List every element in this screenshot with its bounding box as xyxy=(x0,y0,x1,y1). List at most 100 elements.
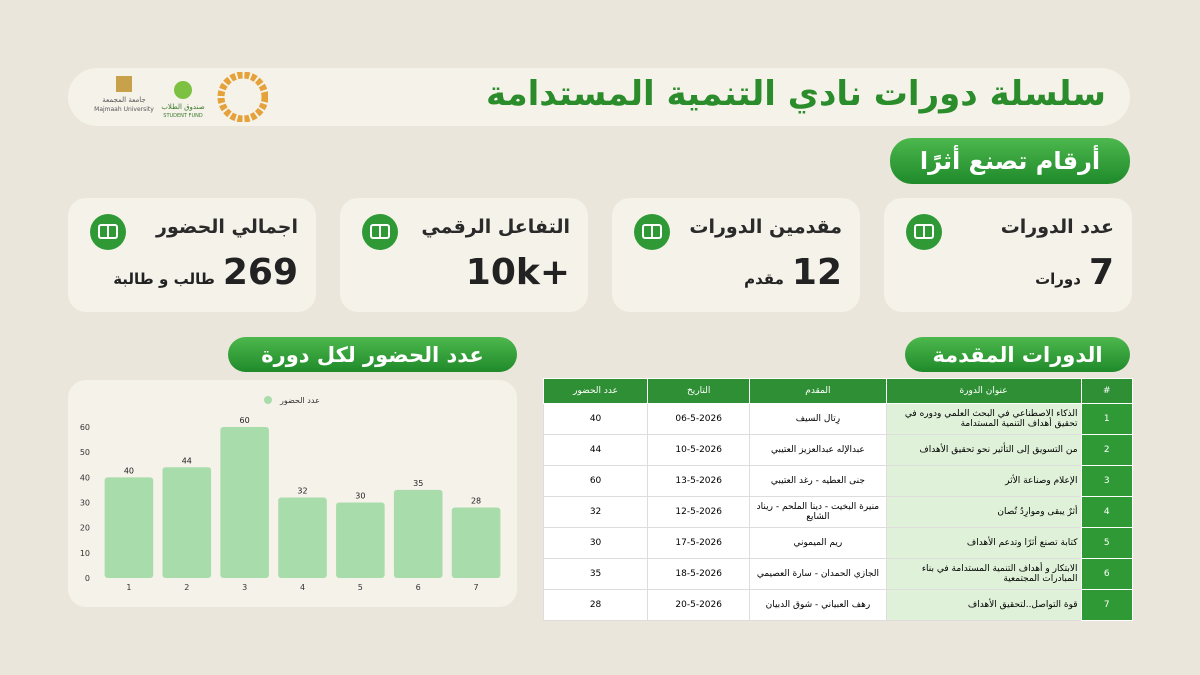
cell: 18-5-2026 xyxy=(647,558,751,590)
table: # عنوان الدورة المقدم التاريخ عدد الحضور 1 الذ… xyxy=(542,378,1134,621)
stat-icon xyxy=(90,214,126,250)
data-label: 32 xyxy=(297,486,307,495)
data-label: 44 xyxy=(182,456,192,465)
bar xyxy=(162,467,212,578)
cell: الذكاء الاصطناعي في البحث العلمي ودوره ف… xyxy=(885,403,1082,435)
stat-value-row: 12 مقدم xyxy=(744,252,842,293)
title: سلسلة دورات نادي التنمية المستدامة xyxy=(485,74,1106,114)
bar xyxy=(104,477,154,578)
x-tick-label: 1 xyxy=(126,583,131,592)
uni-logo xyxy=(116,76,132,92)
cell: 60 xyxy=(542,465,649,497)
chart-title: عدد الحضور لكل دورة xyxy=(228,337,517,372)
bar xyxy=(220,427,269,578)
x-tick-label: 6 xyxy=(416,583,421,592)
y-tick-label: 40 xyxy=(80,473,90,482)
stat-label: اجمالي الحضور xyxy=(156,216,298,238)
cell: 4 xyxy=(1080,496,1134,528)
row: 1 الذكاء الاصطناعي في البحث العلمي ودوره … xyxy=(542,403,1134,435)
cell: 17-5-2026 xyxy=(647,527,751,559)
stat-value: +10k xyxy=(465,252,570,293)
header-row: # عنوان الدورة المقدم التاريخ عدد الحضور xyxy=(542,378,1134,404)
stat-value-row: 269 طالب و طالبة xyxy=(113,252,298,293)
y-tick-label: 10 xyxy=(80,549,90,558)
cell: أثرٌ يبقى وموارِدُ تُصان xyxy=(885,496,1082,528)
stat-icon xyxy=(362,214,398,250)
legend-label: عدد الحضور xyxy=(279,396,320,405)
stat-label: عدد الدورات xyxy=(1000,216,1114,238)
stat-unit: دورات xyxy=(1035,270,1081,288)
stat-value-row: 7 دورات xyxy=(1035,252,1114,293)
y-tick-label: 50 xyxy=(80,448,90,457)
column-header: المقدم xyxy=(749,378,887,404)
table-title: الدورات المقدمة xyxy=(905,337,1130,372)
row: 5 كتابة تصنع أثرًا وتدعم الأهداف ريم الميم… xyxy=(542,527,1134,559)
logo-text: جامعة المجمعة xyxy=(102,96,145,104)
stat-unit: طالب و طالبة xyxy=(113,270,215,288)
cell: 3 xyxy=(1080,465,1134,497)
x-tick-label: 3 xyxy=(242,583,247,592)
stat-value: 12 xyxy=(791,252,842,293)
header: سلسلة دورات نادي التنمية المستدامة صندوق… xyxy=(68,68,1130,126)
cell: رهف العبياني - شوق الدبيان xyxy=(749,589,887,621)
bar xyxy=(393,489,443,578)
cell: 35 xyxy=(542,558,649,590)
row: 6 الابتكار و أهداف التنمية المستدامة في ب… xyxy=(542,558,1134,590)
stat-card: التفاعل الرقمي +10k xyxy=(340,198,588,312)
bar xyxy=(278,497,327,578)
cell: 32 xyxy=(542,496,649,528)
legend-marker xyxy=(264,396,272,404)
y-tick-label: 60 xyxy=(80,423,90,432)
logo-text: Majmaah University xyxy=(94,106,154,113)
cell: عبدالإله عبدالعزيز العتيبي xyxy=(749,434,887,466)
table-wrap: # عنوان الدورة المقدم التاريخ عدد الحضور 1 الذ… xyxy=(542,378,1134,621)
column-header: عدد الحضور xyxy=(542,378,649,404)
row: 7 قوة التواصل..لتحقيق الأهداف رهف العبياني… xyxy=(542,589,1134,621)
section-title: أرقام تصنع أثرًا xyxy=(890,138,1130,184)
column-header: # xyxy=(1080,378,1134,404)
x-tick-label: 2 xyxy=(184,583,189,592)
logo-text: صندوق الطلاب xyxy=(161,103,204,111)
y-tick-label: 0 xyxy=(85,574,90,583)
cell: 6 xyxy=(1080,558,1134,590)
x-tick-label: 5 xyxy=(358,583,363,592)
column-header: عنوان الدورة xyxy=(885,378,1082,404)
data-label: 40 xyxy=(124,466,134,475)
data-label: 60 xyxy=(240,416,250,425)
y-tick-label: 30 xyxy=(80,499,90,508)
stat-unit: مقدم xyxy=(744,270,784,288)
cell: الابتكار و أهداف التنمية المستدامة في بن… xyxy=(885,558,1082,590)
bar xyxy=(336,502,385,578)
stat-value-row: +10k xyxy=(466,252,570,293)
stat-icon xyxy=(906,214,942,250)
cell: 10-5-2026 xyxy=(647,434,751,466)
cell: قوة التواصل..لتحقيق الأهداف xyxy=(885,589,1082,621)
cell: رِتال السيف xyxy=(749,403,887,435)
data-label: 28 xyxy=(471,497,481,506)
row: 3 الإعلام وصناعة الأثر جنى العطيه - رغد ال… xyxy=(542,465,1134,497)
cell: 2 xyxy=(1080,434,1134,466)
data-label: 35 xyxy=(413,479,423,488)
x-tick-label: 7 xyxy=(474,583,479,592)
column-header: التاريخ xyxy=(647,378,751,404)
cell: 30 xyxy=(542,527,649,559)
cell: 7 xyxy=(1080,589,1134,621)
cell: كتابة تصنع أثرًا وتدعم الأهداف xyxy=(885,527,1082,559)
data-label: 30 xyxy=(355,492,365,501)
y-tick-label: 20 xyxy=(80,524,90,533)
cell: 13-5-2026 xyxy=(647,465,751,497)
cell: من التسويق إلى التأثير نحو تحقيق الأهداف xyxy=(885,434,1082,466)
stat-card: اجمالي الحضور 269 طالب و طالبة xyxy=(68,198,316,312)
row: 4 أثرٌ يبقى وموارِدُ تُصان منيرة البخيت - … xyxy=(542,496,1134,528)
cell: 28 xyxy=(542,589,649,621)
stat-value: 7 xyxy=(1088,252,1114,293)
cell: 44 xyxy=(542,434,649,466)
cell: 12-5-2026 xyxy=(647,496,751,528)
cell: الجازي الحمدان - سارة العصيمي xyxy=(749,558,887,590)
stat-value: 269 xyxy=(222,252,298,293)
sdg-logo xyxy=(217,72,268,122)
bar xyxy=(451,507,501,578)
cell: جنى العطيه - رغد العتيبي xyxy=(749,465,887,497)
chart: 0 10 20 30 40 50 60 عدد الحضور 1 40 2 44 3 60 4 32 5 30 6 3… xyxy=(68,380,517,607)
